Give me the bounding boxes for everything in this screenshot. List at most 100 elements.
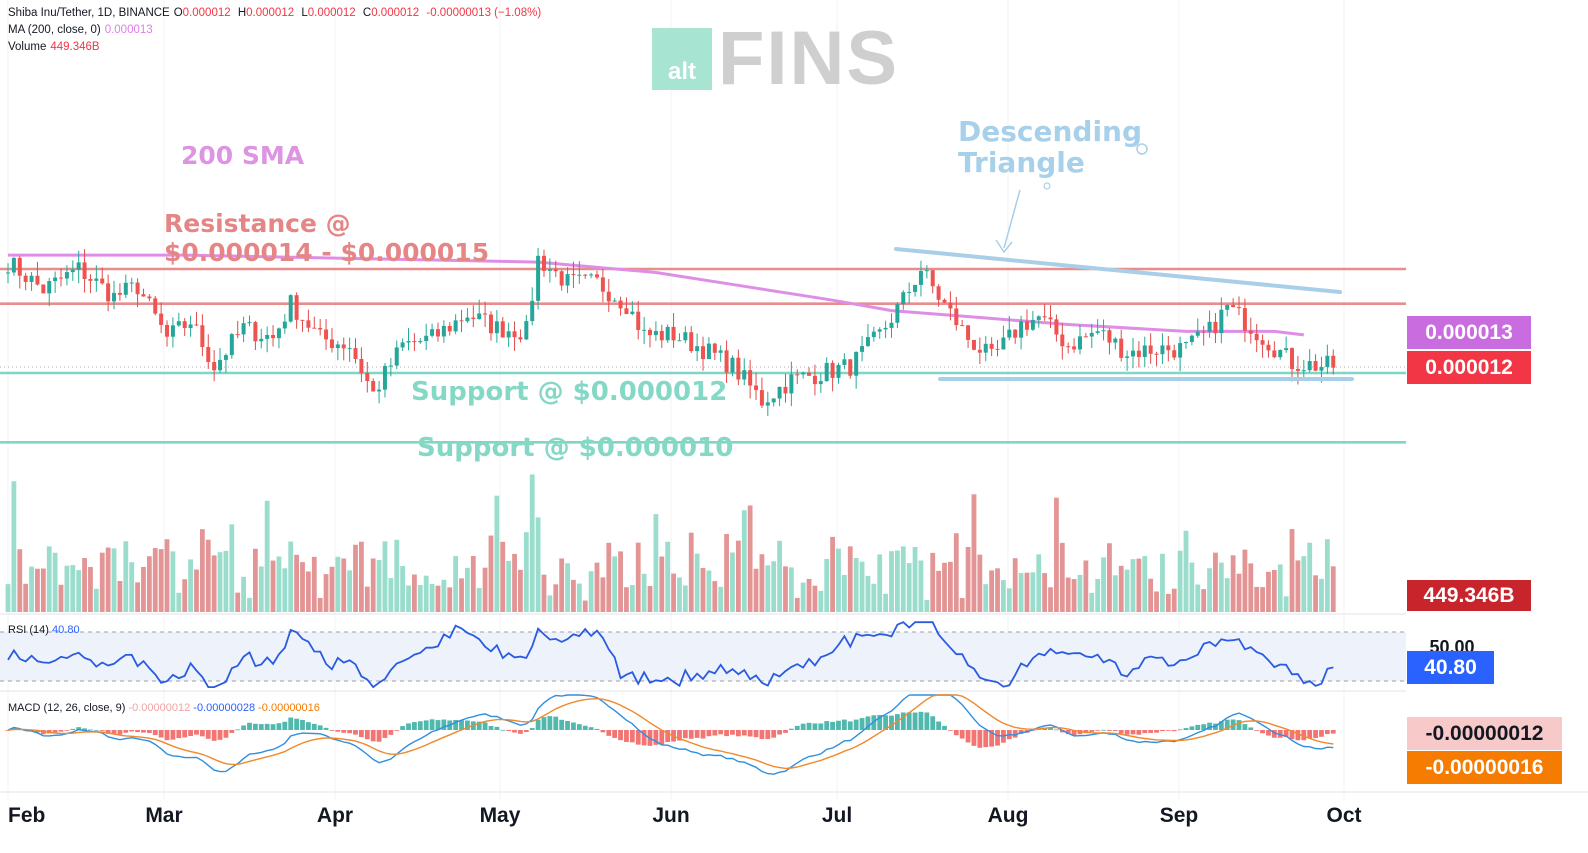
candle-112 — [665, 326, 670, 341]
volume-bar-195 — [1154, 591, 1159, 612]
macd-hist-35 — [211, 730, 217, 741]
candle-2 — [17, 257, 22, 276]
candle-11 — [70, 269, 75, 273]
candle-131 — [777, 386, 782, 399]
candle-14 — [88, 278, 93, 281]
candle-43 — [259, 338, 264, 342]
x-tick-apr: Apr — [317, 804, 353, 827]
volume-bar-106 — [629, 585, 635, 612]
macd-hist-224 — [1324, 730, 1330, 735]
macd-hist-11 — [70, 728, 76, 730]
volume-bar-57 — [341, 558, 347, 612]
candle-17 — [106, 283, 111, 302]
macd-hist-65 — [388, 730, 394, 735]
candle-63 — [377, 389, 382, 392]
macd-hist-8 — [52, 730, 58, 733]
candle-130 — [771, 398, 776, 403]
volume-bar-61 — [364, 586, 370, 612]
candle-31 — [188, 324, 193, 328]
candle-148 — [877, 329, 882, 332]
volume-bar-84 — [500, 541, 506, 612]
macd-hist-21 — [129, 730, 135, 732]
volume-bar-13 — [82, 558, 87, 612]
candle-204 — [1207, 321, 1212, 332]
macd-hist-32 — [194, 730, 199, 735]
candle-107 — [636, 311, 641, 331]
volume-bar-221 — [1307, 542, 1313, 612]
candle-136 — [807, 372, 812, 376]
candle-175 — [1036, 316, 1041, 320]
candle-124 — [736, 357, 741, 380]
volume-bar-191 — [1130, 559, 1136, 612]
macd-hist-163 — [965, 730, 971, 743]
macd-hist-179 — [1059, 730, 1065, 733]
macd-hist-127 — [753, 730, 759, 738]
candle-132 — [783, 386, 788, 394]
macd-hist-128 — [759, 730, 765, 740]
volume-bar-64 — [382, 541, 388, 612]
candle-75 — [447, 325, 452, 332]
volume-bar-14 — [88, 566, 93, 612]
volume-bar-105 — [624, 587, 629, 612]
volume-bar-92 — [547, 595, 553, 612]
candle-200 — [1184, 342, 1188, 344]
macd-legend: MACD (12, 26, close, 9) -0.00000012 -0.0… — [8, 702, 320, 714]
volume-bar-68 — [406, 585, 411, 612]
candle-128 — [759, 390, 764, 406]
volume-bar-56 — [335, 556, 341, 612]
candle-5 — [35, 275, 40, 285]
macd-hist-84 — [500, 729, 506, 731]
candle-4 — [29, 275, 34, 282]
volume-bar-201 — [1189, 562, 1195, 612]
macd-hist-150 — [889, 715, 894, 730]
volume-bar-170 — [1006, 588, 1012, 612]
volume-bar-146 — [865, 575, 871, 612]
candle-41 — [247, 322, 252, 324]
volume-bar-214 — [1266, 571, 1271, 612]
candle-49 — [294, 295, 299, 320]
macd-pane — [0, 690, 1406, 775]
volume-bar-151 — [894, 550, 900, 612]
volume-bar-218 — [1289, 529, 1295, 612]
macd-hist-73 — [435, 720, 441, 730]
volume-bar-131 — [777, 540, 782, 612]
candles — [6, 247, 1336, 416]
candle-133 — [789, 374, 794, 394]
x-tick-may: May — [480, 804, 521, 827]
macd-hist-49 — [294, 718, 300, 730]
sma-200-path — [8, 253, 1304, 337]
candle-209 — [1237, 307, 1242, 309]
volume-bar-37 — [223, 550, 229, 612]
candle-189 — [1119, 338, 1124, 358]
macd-hist-15 — [93, 729, 99, 731]
macd-hist-87 — [518, 730, 523, 734]
volume-bar-187 — [1107, 543, 1112, 612]
macd-hist-218 — [1289, 730, 1295, 740]
candle-90 — [536, 255, 541, 301]
macd-hist-86 — [512, 730, 517, 733]
macd-hist-181 — [1071, 730, 1077, 736]
volume-bar-153 — [906, 563, 912, 612]
volume-bar-134 — [794, 597, 800, 612]
sma-200-line — [8, 253, 1304, 337]
macd-hist-161 — [953, 730, 959, 736]
candle-134 — [795, 374, 800, 376]
candle-33 — [200, 325, 205, 348]
volume-bar-107 — [635, 542, 641, 612]
change-value: -0.00000013 (−1.08%) — [426, 7, 542, 19]
macd-hist-63 — [376, 730, 382, 742]
volume-legend-label: Volume — [8, 41, 47, 53]
candle-186 — [1101, 330, 1106, 332]
candle-179 — [1060, 334, 1065, 347]
macd-hist-165 — [977, 730, 983, 748]
candle-34 — [206, 347, 211, 363]
volume-bar-141 — [836, 548, 841, 612]
volume-bar-138 — [818, 590, 824, 612]
macd-hist-64 — [382, 730, 388, 738]
macd-hist-143 — [847, 721, 853, 730]
macd-hist-133 — [788, 728, 794, 730]
candle-115 — [683, 332, 688, 341]
macd-hist-9 — [58, 730, 64, 732]
candle-12 — [76, 262, 81, 270]
